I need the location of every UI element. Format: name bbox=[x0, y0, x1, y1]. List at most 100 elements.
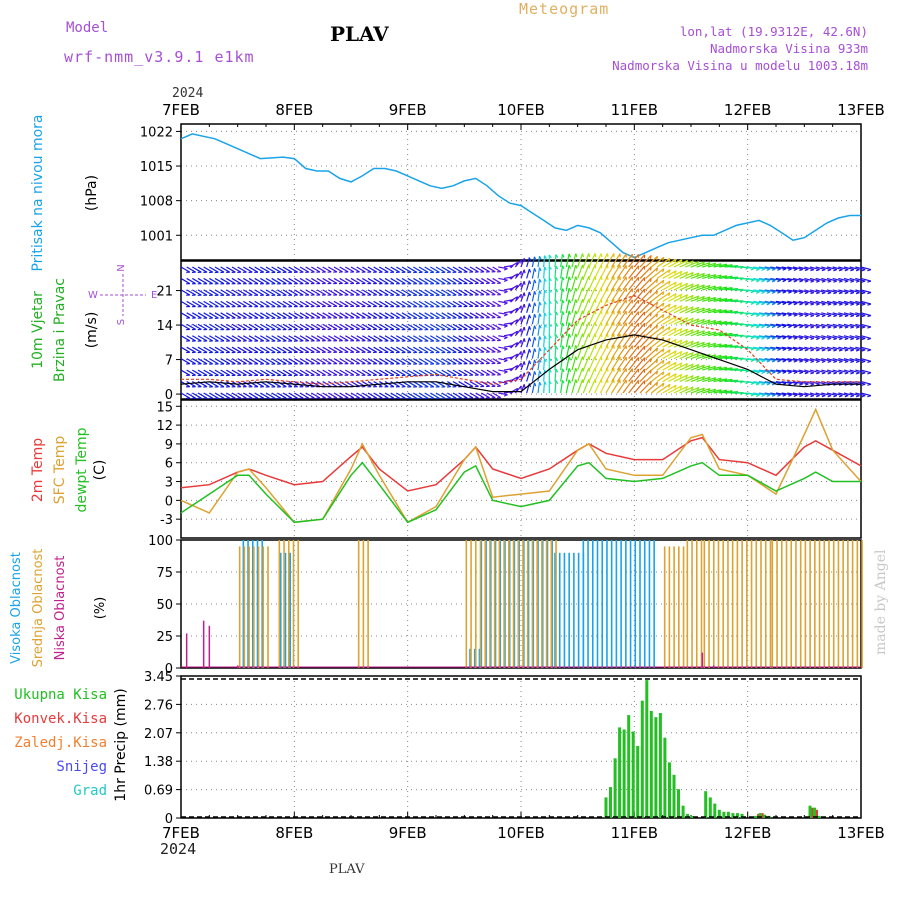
wind-arrow bbox=[633, 368, 646, 382]
wind-arrow bbox=[367, 289, 377, 296]
wind-arrow-head bbox=[561, 368, 565, 373]
wind-arrow-head bbox=[833, 349, 837, 352]
wind-arrow bbox=[662, 350, 677, 360]
sfc-temp-axis-label: SFC Temp bbox=[52, 436, 68, 505]
wind-arrow-head bbox=[827, 280, 832, 283]
wind-arrow bbox=[180, 346, 191, 353]
total-precip-bar bbox=[677, 789, 680, 818]
wind-arrow bbox=[753, 392, 765, 396]
wind-arrow bbox=[248, 300, 259, 308]
wind-arrow bbox=[481, 346, 490, 353]
wind-arrow bbox=[424, 300, 435, 308]
wind-arrow bbox=[299, 392, 310, 399]
wind-arrow bbox=[781, 266, 792, 270]
wind-arrow-head bbox=[575, 253, 578, 258]
wind-arrow bbox=[401, 323, 412, 331]
wind-arrow bbox=[282, 392, 293, 399]
wind-arrow bbox=[747, 277, 760, 282]
wind-arrow bbox=[645, 313, 658, 325]
wind-arrow bbox=[452, 277, 463, 285]
wind-arrow bbox=[855, 277, 866, 282]
wind-arrow bbox=[475, 369, 485, 376]
wind-arrow bbox=[826, 289, 837, 294]
wind-arrow bbox=[214, 300, 225, 308]
wind-arrow bbox=[192, 323, 202, 330]
wind-arrow bbox=[407, 358, 418, 365]
wind-arrow bbox=[288, 277, 298, 285]
wind-arrow bbox=[690, 364, 705, 371]
wind-arrow bbox=[192, 289, 202, 296]
wind-arrow bbox=[265, 323, 276, 331]
wind-arrow-head bbox=[766, 291, 771, 294]
wind-arrow bbox=[611, 299, 621, 314]
wind-arrow bbox=[203, 266, 213, 273]
wind-arrow-head bbox=[771, 279, 776, 283]
wind-arrow bbox=[724, 356, 738, 360]
wind-arrow bbox=[838, 369, 849, 374]
wind-arrow bbox=[565, 310, 570, 325]
wind-arrow bbox=[633, 300, 646, 314]
wind-arrow bbox=[531, 313, 536, 325]
wind-arrow-head bbox=[649, 278, 652, 283]
wind-arrow bbox=[475, 323, 485, 330]
wind-arrow-head bbox=[833, 269, 837, 272]
wind-arrow bbox=[328, 358, 338, 365]
x-tick-label-bottom: 10FEB bbox=[497, 824, 544, 842]
wind-arrow bbox=[758, 380, 771, 385]
wind-arrow-head bbox=[788, 382, 792, 386]
wind-arrow bbox=[492, 369, 501, 376]
wind-arrow bbox=[299, 300, 310, 307]
wind-arrow bbox=[186, 277, 196, 285]
wind-arrow bbox=[531, 325, 536, 336]
wind-arrow-head bbox=[799, 280, 804, 283]
wind-arrow bbox=[254, 300, 265, 308]
wind-arrow-head bbox=[793, 325, 798, 329]
wind-arrow bbox=[328, 381, 338, 388]
wind-arrow bbox=[192, 346, 202, 353]
wind-arrow bbox=[633, 380, 646, 394]
wind-arrow bbox=[469, 277, 479, 284]
wind-arrow-head bbox=[855, 360, 860, 363]
wind-arrow bbox=[237, 358, 247, 365]
wind-arrow bbox=[781, 392, 792, 396]
wind-arrow bbox=[707, 320, 722, 325]
wind-arrow bbox=[639, 254, 652, 268]
wind-arrow bbox=[509, 284, 518, 291]
total-precip-bar bbox=[713, 803, 717, 818]
wind-arrow-head bbox=[861, 303, 866, 306]
wind-arrow bbox=[322, 358, 332, 365]
wind-arrow bbox=[645, 290, 658, 302]
wind-arrow bbox=[747, 346, 760, 350]
wind-arrow bbox=[243, 277, 253, 285]
wind-arrow bbox=[531, 279, 536, 291]
wind-arrow bbox=[650, 336, 665, 348]
wind-arrow bbox=[656, 292, 671, 302]
wind-arrow bbox=[237, 277, 247, 285]
wind-arrow bbox=[214, 335, 225, 342]
wind-arrow-head bbox=[777, 337, 781, 340]
wind-arrow-head bbox=[538, 336, 542, 340]
wind-arrow bbox=[333, 346, 343, 353]
wind-arrow-head bbox=[674, 384, 677, 389]
wind-arrow bbox=[271, 300, 282, 308]
wind-arrow bbox=[469, 323, 479, 330]
wind-arrow bbox=[356, 312, 366, 319]
wind-arrow bbox=[605, 276, 615, 291]
wind-arrow bbox=[582, 367, 590, 382]
wind-arrow bbox=[804, 346, 815, 351]
wind-arrow bbox=[724, 379, 738, 383]
wind-arrow-head bbox=[867, 360, 872, 363]
wind-arrow-head bbox=[548, 380, 552, 385]
wind-arrow bbox=[328, 289, 338, 296]
wind-arrow bbox=[469, 300, 479, 307]
wind-arrow bbox=[707, 377, 722, 383]
wind-arrow-head bbox=[861, 372, 866, 375]
wind-arrow bbox=[356, 335, 366, 342]
wind-arrow bbox=[554, 346, 557, 359]
wind-arrow bbox=[526, 314, 530, 325]
wind-arrow bbox=[787, 335, 798, 339]
wind-arrow bbox=[452, 323, 463, 330]
wind-arrow bbox=[764, 392, 776, 396]
wind-arrow bbox=[668, 270, 683, 279]
wind-arrow-head bbox=[575, 310, 578, 315]
